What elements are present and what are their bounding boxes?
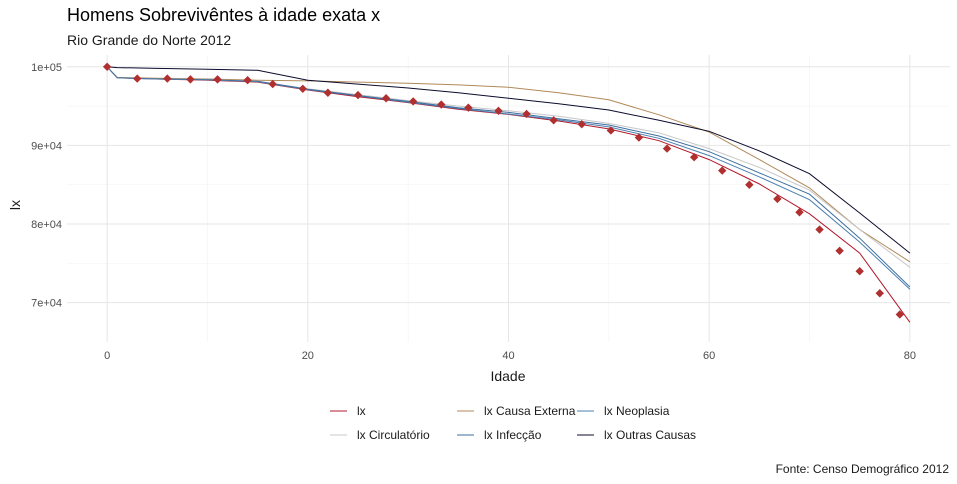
lx-marker-point — [577, 119, 586, 129]
series-line-lx-infec-o — [106, 66, 911, 288]
lx-marker-point — [298, 84, 308, 94]
lx-marker-point — [133, 74, 142, 83]
lx-marker-point — [689, 153, 699, 162]
chart-title: Homens Sobrevivêntes à idade exata x — [67, 5, 381, 25]
x-tick-label: 20 — [302, 350, 314, 362]
y-tick-label: 8e+04 — [31, 219, 62, 231]
y-tick-label: 9e+04 — [31, 140, 62, 152]
lx-marker-point — [163, 74, 172, 83]
lx-marker-point — [815, 225, 824, 234]
y-axis-title: lx — [7, 200, 23, 210]
series-line-lx-causa-externa — [106, 66, 911, 263]
series-line-lx-outras-causas — [107, 66, 911, 254]
legend-label: lx Causa Externa — [484, 404, 576, 418]
legend-label: lx — [357, 404, 366, 418]
x-ticks: 0 20 40 60 80 — [104, 350, 916, 362]
chart-subtitle: Rio Grande do Norte 2012 — [67, 32, 232, 48]
legend-label: lx Neoplasia — [604, 404, 670, 418]
lx-marker-point — [464, 103, 473, 112]
lx-marker-point — [268, 79, 277, 89]
lx-marker-point — [549, 116, 558, 125]
lx-marker-point — [662, 144, 672, 153]
lx-marker-point — [186, 75, 195, 84]
legend-label: lx Outras Causas — [604, 428, 696, 442]
lx-marker-point — [102, 62, 112, 71]
grid — [67, 55, 950, 342]
y-tick-label: 1e+05 — [31, 62, 62, 74]
lx-marker-point — [855, 267, 864, 276]
y-ticks: 7e+04 8e+04 9e+04 1e+05 — [31, 62, 62, 310]
lx-marker-point — [408, 97, 418, 106]
lx-marker-point — [875, 289, 884, 298]
lx-marker-point — [494, 106, 503, 116]
lx-marker-point — [835, 246, 844, 255]
lx-marker-point — [522, 109, 531, 119]
lx-marker-point — [606, 126, 616, 135]
lx-marker-point — [895, 310, 905, 319]
x-axis-title: Idade — [490, 368, 525, 384]
lx-marker-point — [243, 75, 252, 85]
lx-marker-point — [213, 75, 222, 84]
series-lines — [106, 66, 911, 323]
legend-label: lx Infecção — [484, 428, 542, 442]
lx-marker-point — [381, 94, 391, 103]
lx-marker-point — [745, 180, 754, 189]
x-tick-label: 0 — [104, 350, 110, 362]
lx-marker-point — [437, 100, 446, 109]
lx-markers — [102, 62, 905, 319]
lx-marker-point — [323, 88, 333, 97]
lx-marker-point — [353, 90, 363, 100]
lx-marker-point — [634, 133, 644, 142]
chart-caption: Fonte: Censo Demográfico 2012 — [775, 462, 949, 476]
lx-marker-point — [773, 194, 782, 204]
x-tick-label: 40 — [502, 350, 514, 362]
x-tick-label: 60 — [703, 350, 715, 362]
lx-marker-point — [795, 208, 804, 217]
y-tick-label: 7e+04 — [31, 298, 62, 310]
legend-label: lx Circulatório — [357, 428, 430, 442]
x-tick-label: 80 — [904, 350, 916, 362]
lx-marker-point — [718, 166, 727, 175]
legend: lx lx Circulatório lx Causa Externa lx Infe… — [330, 404, 696, 442]
